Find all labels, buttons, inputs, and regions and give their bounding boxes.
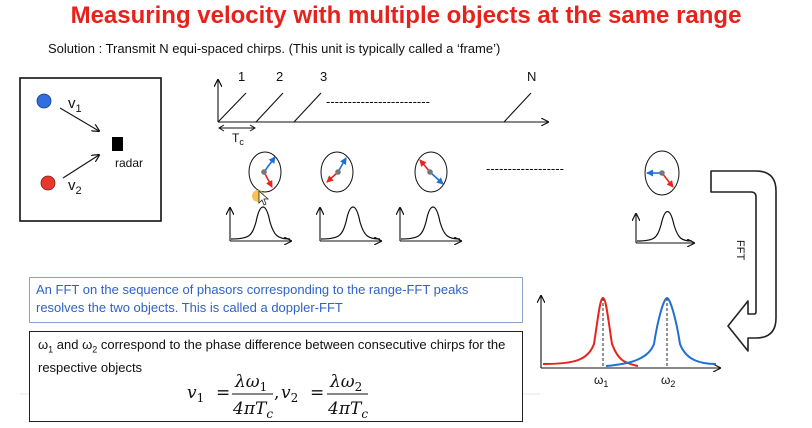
range-fft-plot-1 (230, 206, 291, 241)
eq-num2: λω2 (329, 372, 362, 394)
velocity-equation: v1 = λω1 4πTc , v2 = λω2 4πTc (187, 372, 368, 421)
phasor-3 (414, 151, 448, 193)
info-text: An FFT on the sequence of phasors corres… (36, 282, 469, 315)
eq-equals-1: = (216, 383, 230, 403)
chirp-n (503, 92, 532, 123)
scene-box: v1 v2 radar (19, 77, 162, 222)
eq-den2: 4πTc (327, 399, 368, 421)
chirp-diagram: 1 2 3 N ------------------------ Tc (218, 69, 548, 147)
range-fft-plot-n (636, 210, 694, 244)
equation-box: ω1 and ω2 correspond to the phase differ… (29, 331, 523, 422)
peak1-curve (542, 296, 639, 367)
chirp-label-2: 2 (276, 69, 283, 84)
radar-block (112, 137, 123, 151)
chirp-3 (293, 92, 322, 123)
eq-comma: , (274, 383, 279, 403)
chirp-label-1: 1 (238, 69, 245, 84)
peak2-curve (605, 296, 717, 367)
object2-label: v2 (68, 177, 82, 197)
doppler-fft-plot: ω1 ω2 (541, 296, 720, 389)
phasor-1 (248, 151, 282, 193)
eq-equals-2: = (310, 383, 324, 403)
fft-curved-arrow (710, 170, 777, 352)
eq-den1: 4πTc (232, 399, 273, 421)
range-fft-plot-2 (320, 206, 381, 241)
radar-label: radar (115, 156, 143, 170)
phasor-n (644, 150, 680, 196)
subtitle: Solution : Transmit N equi-spaced chirps… (48, 41, 501, 56)
peak2-label: ω2 (661, 373, 675, 389)
object1-dot (36, 93, 52, 109)
chirp-label-3: 3 (320, 69, 327, 84)
chirp-spacing-label: Tc (232, 131, 244, 147)
object2-dot (40, 175, 56, 191)
range-fft-plot-3 (400, 206, 461, 241)
eq-v2: v2 (281, 383, 298, 405)
info-callout: An FFT on the sequence of phasors corres… (29, 277, 523, 323)
object1-arrow (59, 107, 99, 131)
phasor-ellipsis: ------------------ (486, 161, 564, 176)
equation-note: ω1 and ω2 correspond to the phase differ… (38, 337, 506, 375)
peak1-label: ω1 (594, 373, 608, 389)
chirp-1 (217, 92, 247, 123)
fft-label: FFT (734, 240, 746, 260)
page-title: Measuring velocity with multiple objects… (70, 2, 742, 29)
chirp-ellipsis: ------------------------ (326, 94, 430, 109)
chirp-2 (255, 92, 284, 123)
chirp-label-n: N (527, 69, 536, 84)
eq-num1: λω1 (234, 372, 267, 394)
eq-v1: v1 (187, 383, 204, 405)
object2-arrow (62, 155, 99, 179)
mouse-cursor-icon (258, 190, 270, 206)
phasor-2 (320, 151, 354, 193)
object1-label: v1 (68, 95, 82, 115)
